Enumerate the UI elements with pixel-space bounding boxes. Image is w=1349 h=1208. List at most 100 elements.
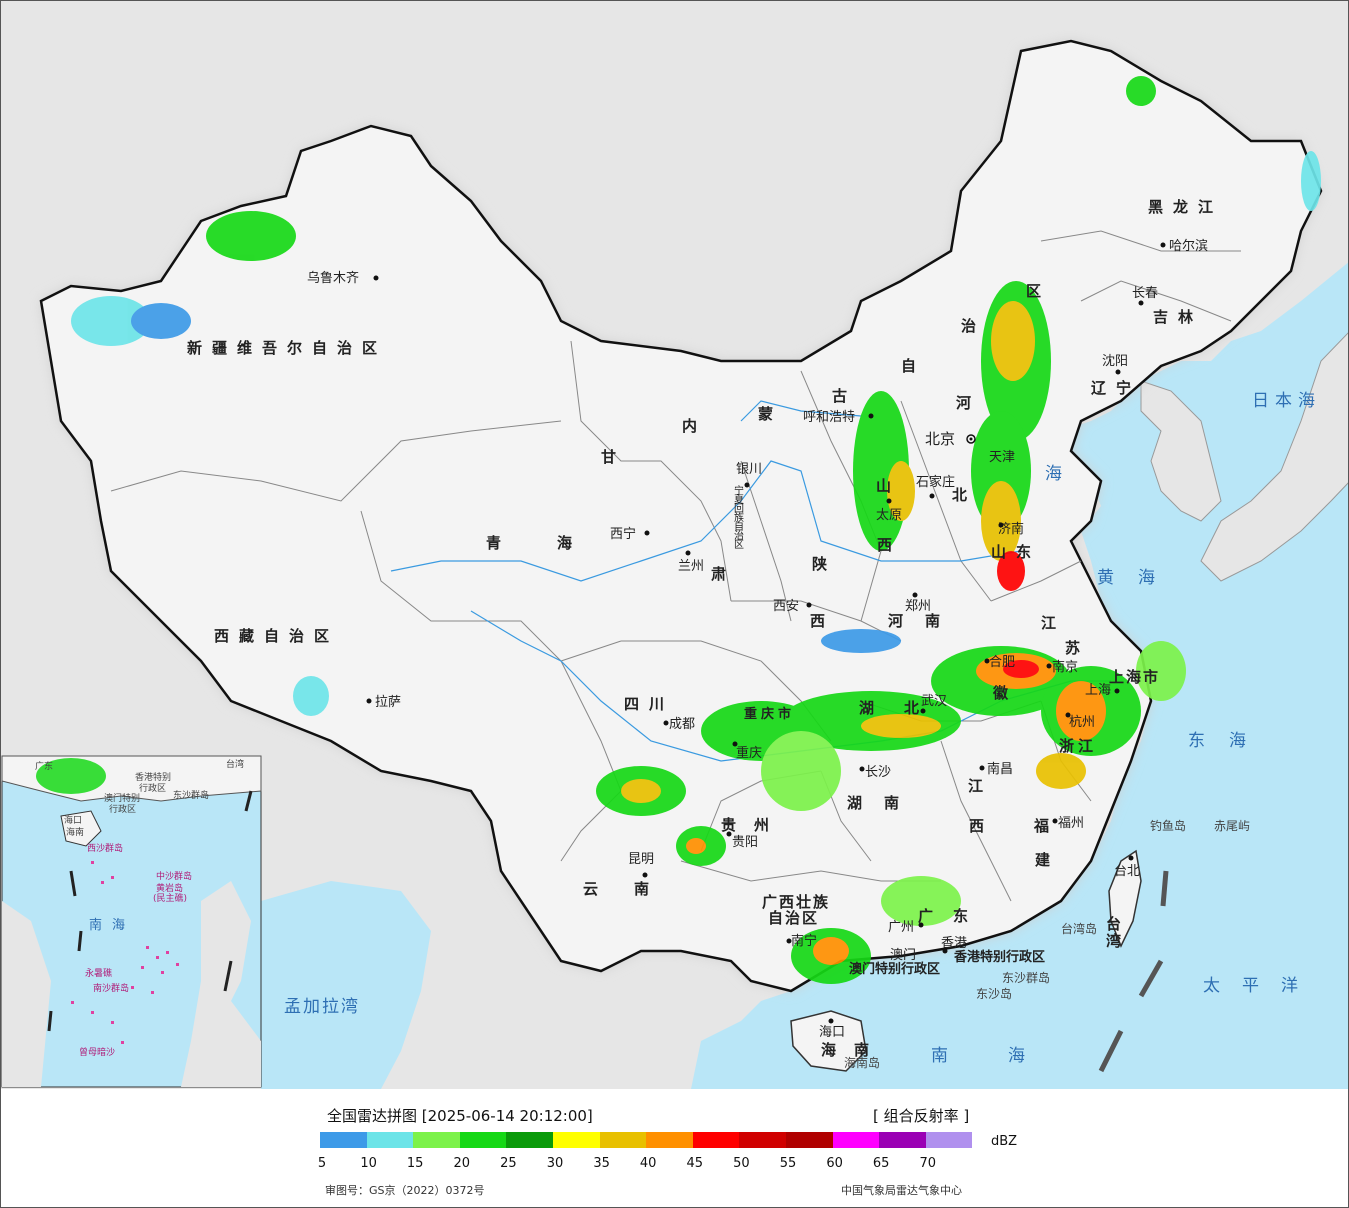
svg-text:台湾: 台湾 [226, 758, 244, 770]
echo-shandong-core [997, 551, 1025, 591]
label-shaanxi-1: 陕 [812, 555, 827, 573]
scale-tick-label: 50 [733, 1156, 750, 1171]
label-hubei-2: 北 [904, 699, 919, 717]
scale-tick-label: 45 [686, 1156, 704, 1171]
color-swatch [366, 1132, 414, 1148]
label-ningxia: 宁夏回族自治区 [732, 484, 744, 549]
city-lanzhou: 兰州 [678, 559, 704, 574]
city-lhasa: 拉萨 [375, 695, 401, 710]
echo-guangdong [881, 876, 961, 926]
city-zhengzhou: 郑州 [905, 599, 931, 614]
label-xinjiang: 新疆维吾尔自治区 [187, 339, 387, 357]
color-swatch [646, 1132, 693, 1148]
echo-xinjiang-north [206, 211, 296, 261]
scale-tick-label: 5 [317, 1156, 327, 1171]
city-harbin: 哈尔滨 [1169, 238, 1208, 254]
svg-text:东沙群岛: 东沙群岛 [173, 789, 209, 801]
label-jilin: 吉林 [1153, 308, 1203, 326]
label-guizhou: 贵州 [721, 816, 787, 834]
color-swatch [925, 1132, 973, 1148]
svg-text:西沙群岛: 西沙群岛 [87, 842, 123, 854]
legend-unit: dBZ [991, 1134, 1018, 1149]
label-taiwan: 台湾 [1104, 915, 1122, 950]
label-qinghai-2: 海 [557, 534, 572, 552]
scale-tick-label: 30 [546, 1156, 564, 1171]
label-neimeng-3: 古 [832, 387, 847, 405]
producer-name: 中国气象局雷达气象中心 [841, 1184, 962, 1197]
echo-heilongjiang-east [1301, 151, 1321, 211]
label-anhui: 徽 [992, 684, 1009, 702]
label-guangxi-1: 广西壮族 [762, 893, 830, 911]
label-mo-sar: 澳门特别行政区 [849, 961, 940, 977]
city-dots [366, 242, 1166, 1024]
label-henan-2: 南 [925, 612, 940, 630]
legend-panel: 全国雷达拼图 [2025-06-14 20:12:00] [ 组合反射率 ] 5… [1, 1089, 1348, 1207]
color-swatch [599, 1132, 647, 1148]
color-swatch [320, 1132, 367, 1148]
island-taiwan: 台湾岛 [1061, 921, 1097, 936]
echo-heilongjiang [1126, 76, 1156, 106]
city-shanghai: 上海 [1085, 683, 1111, 698]
echo-henan [821, 629, 901, 653]
label-shanxi-2: 西 [877, 536, 892, 554]
legend-product: [ 组合反射率 ] [873, 1107, 970, 1125]
echo-xinjiang-west [71, 296, 151, 346]
sea-yellow: 黄海 [1097, 568, 1179, 588]
island-dongsha: 东沙岛 [976, 986, 1012, 1001]
label-sichuan: 四川 [624, 695, 674, 713]
svg-text:澳门特别: 澳门特别 [104, 792, 140, 804]
echo-anhui-max [1003, 660, 1039, 678]
svg-text:香港特别: 香港特别 [135, 771, 171, 783]
echo-zhejiang-core [1056, 681, 1106, 741]
label-yunnan: 云南 [583, 880, 685, 898]
city-fuzhou: 福州 [1058, 816, 1084, 831]
map-labels: 新疆维吾尔自治区 西藏自治区 青 海 甘 肃 内 蒙 古 自 治 区 河 黑龙江… [35, 198, 1320, 1070]
echo-guangxi-core [813, 937, 849, 965]
legend-title: 全国雷达拼图 [2025-06-14 20:12:00] [327, 1107, 593, 1125]
radar-echoes [71, 76, 1321, 984]
label-neimeng-2: 蒙 [758, 405, 773, 423]
label-fujian-2: 建 [1035, 851, 1051, 869]
label-xizang: 西藏自治区 [214, 627, 339, 645]
label-guangxi-2: 自治区 [768, 909, 819, 927]
label-tianjin: 天津 [989, 450, 1015, 465]
label-chongqing: 重庆市 [744, 706, 795, 722]
svg-text:黄岩岛: 黄岩岛 [156, 882, 183, 894]
sea-pacific: 太平洋 [1203, 976, 1320, 996]
label-shanghai: 上海市 [1109, 668, 1160, 686]
svg-text:行政区: 行政区 [139, 782, 166, 794]
city-wuhan: 武汉 [921, 694, 947, 709]
scale-tick-label: 55 [779, 1156, 797, 1171]
city-guiyang: 贵阳 [732, 835, 758, 850]
city-shenyang: 沈阳 [1102, 354, 1128, 369]
scale-tick-label: 10 [360, 1156, 377, 1171]
sea-south: 南海 [931, 1046, 1085, 1066]
label-neimeng-5: 治 [961, 317, 976, 335]
hainan-island [790, 1010, 867, 1072]
color-swatch [552, 1132, 600, 1148]
label-neimeng-1: 内 [682, 417, 697, 435]
label-gansu-2: 肃 [711, 565, 726, 583]
city-xining: 西宁 [610, 526, 636, 542]
label-neimeng-7: 河 [956, 394, 971, 412]
city-haikou: 海口 [819, 1025, 845, 1040]
label-heilongjiang: 黑龙江 [1148, 198, 1223, 216]
svg-text:海口: 海口 [64, 814, 82, 826]
city-guangzhou: 广州 [888, 920, 914, 935]
city-xian: 西安 [773, 599, 799, 614]
city-taiyuan: 太原 [876, 508, 902, 523]
label-neimeng-4: 自 [901, 357, 916, 375]
city-nanning: 南宁 [791, 933, 817, 949]
nine-dash-line [1098, 870, 1169, 1073]
sea-east: 东海 [1188, 731, 1270, 751]
label-hk-sar: 香港特别行政区 [953, 949, 1045, 965]
south-china-sea-inset [1, 755, 262, 1088]
city-shijiazhuang: 石家庄 [916, 474, 955, 490]
sea-bengal: 孟加拉湾 [284, 997, 360, 1017]
label-hunan: 湖南 [847, 794, 921, 812]
color-swatch [692, 1132, 740, 1148]
echo-xinjiang-2 [131, 303, 191, 339]
label-zhejiang: 浙江 [1059, 737, 1097, 755]
china-mainland [39, 39, 1323, 993]
